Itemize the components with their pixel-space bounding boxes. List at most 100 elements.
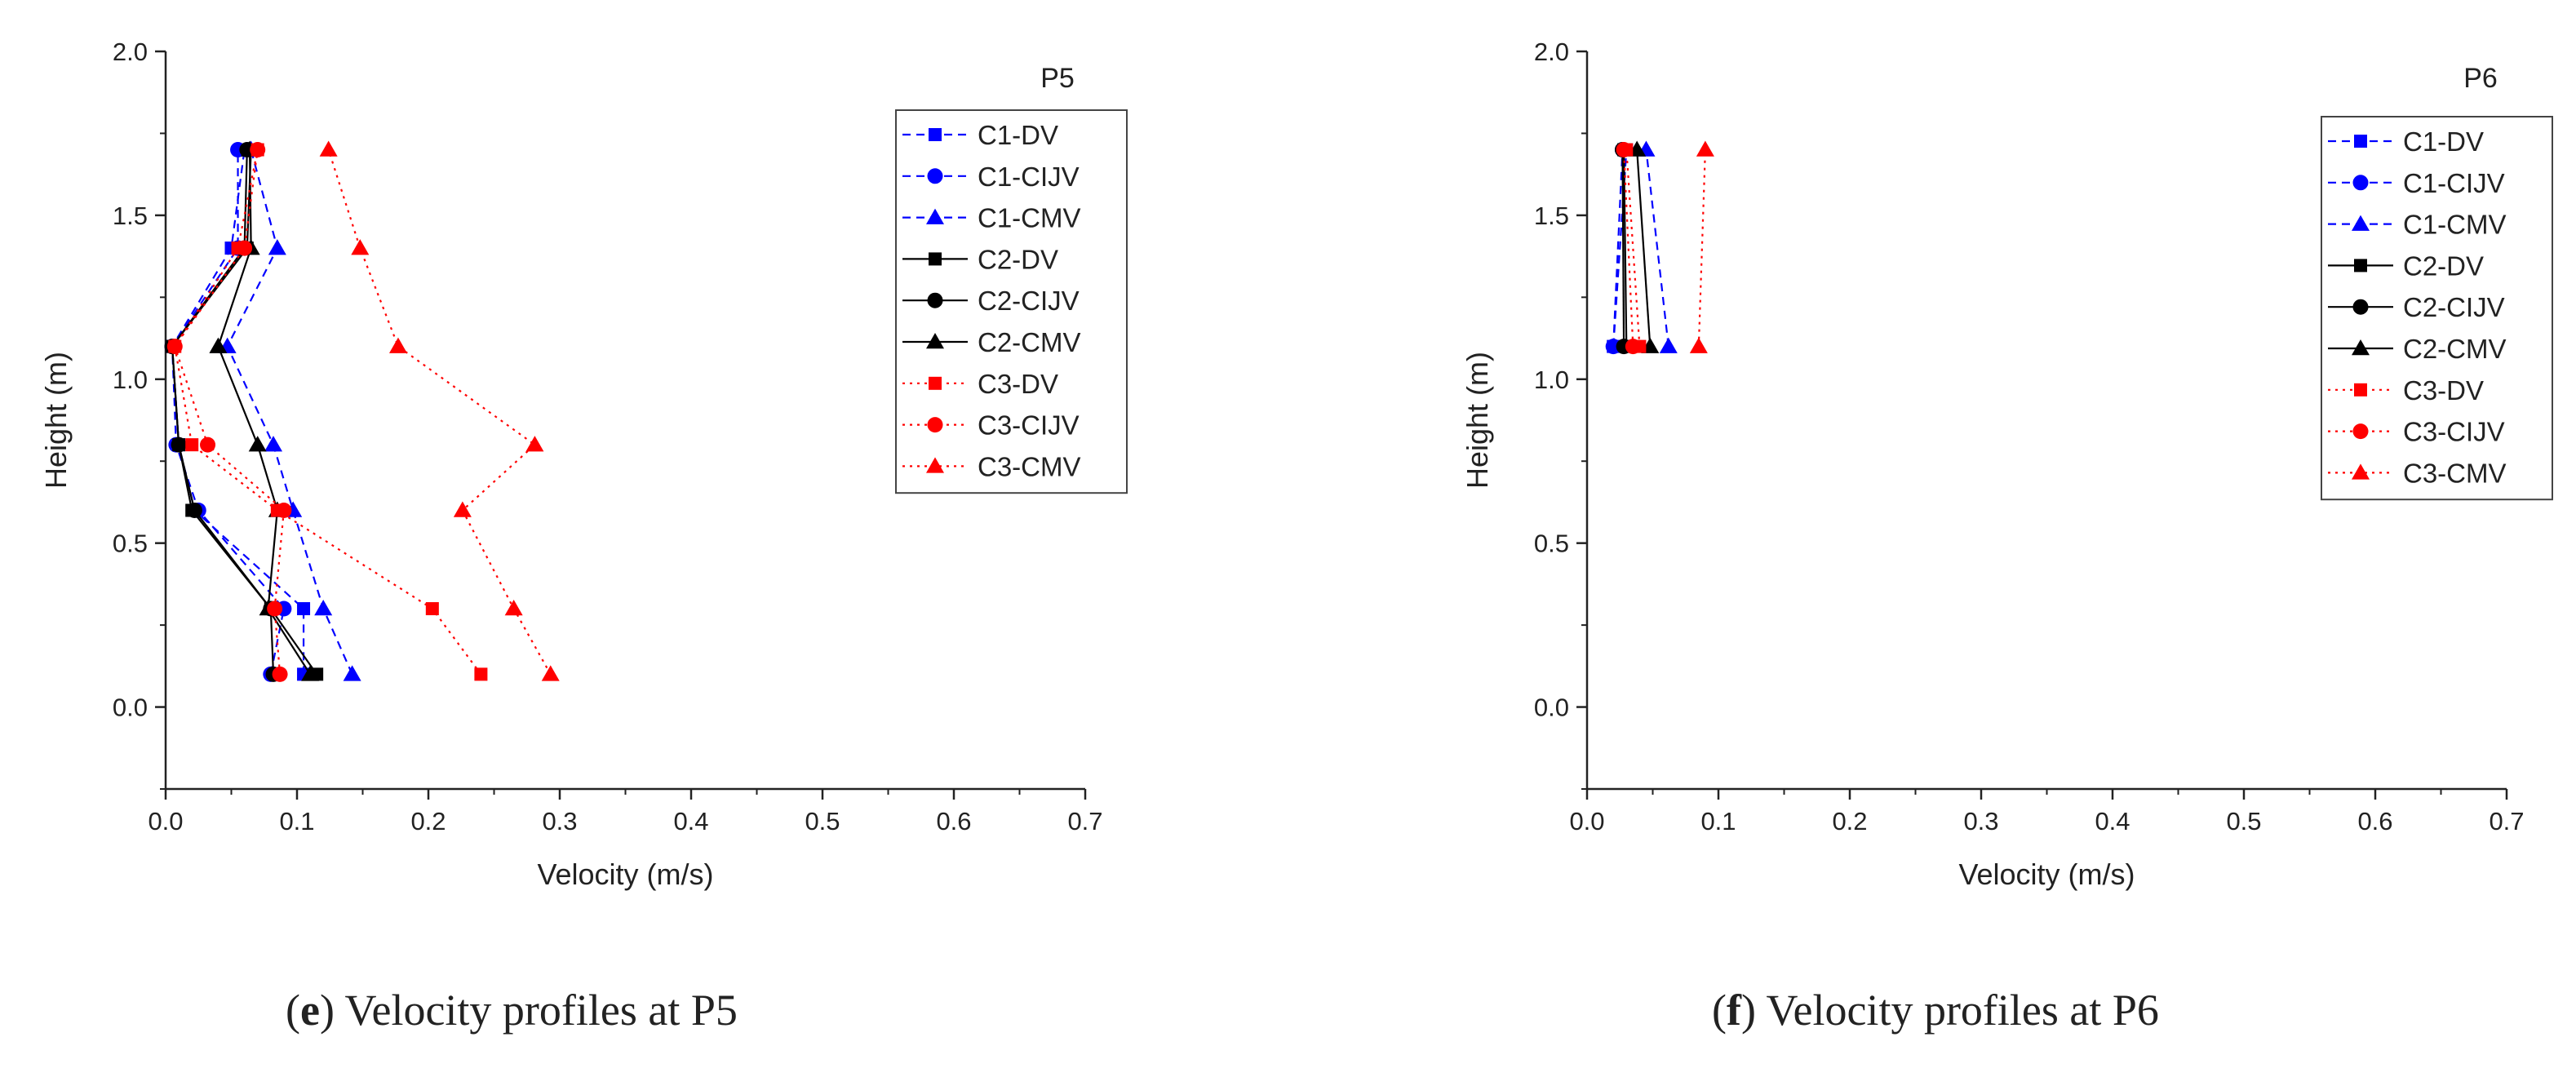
- y-tick-label: 1.0: [113, 366, 148, 394]
- y-tick-label: 0.0: [1534, 694, 1569, 722]
- data-point: [268, 239, 286, 255]
- legend-item: C3-DV: [2328, 375, 2484, 406]
- y-tick-label: 2.0: [1534, 38, 1569, 66]
- panel-caption: (e) Velocity profiles at P5: [286, 986, 738, 1035]
- data-point: [474, 667, 488, 681]
- data-point: [504, 600, 523, 616]
- x-tick-label: 0.0: [148, 807, 183, 835]
- y-tick-label: 1.0: [1534, 366, 1569, 394]
- data-point: [185, 438, 199, 452]
- legend-item: C1-DV: [902, 120, 1058, 150]
- legend-marker: [2354, 259, 2367, 273]
- legend-label: C2-DV: [978, 244, 1058, 274]
- legend-label: C1-DV: [978, 120, 1058, 150]
- legend-marker: [2352, 175, 2369, 191]
- data-point: [209, 337, 228, 353]
- legend-marker: [926, 208, 944, 224]
- y-tick-label: 1.5: [1534, 202, 1569, 230]
- legend-marker: [2354, 135, 2367, 148]
- data-point: [264, 436, 283, 452]
- series-line: [1636, 149, 1652, 347]
- y-tick-label: 0.0: [113, 694, 148, 722]
- legend-label: C3-DV: [2403, 375, 2484, 406]
- data-point: [1616, 142, 1632, 158]
- series-c3-cmv: [1689, 140, 1714, 353]
- data-point: [171, 437, 187, 453]
- y-axis-label: Height (m): [1461, 352, 1494, 489]
- data-point: [250, 142, 266, 158]
- legend-item: C1-CIJV: [902, 162, 1080, 192]
- legend-item: C2-CMV: [902, 327, 1081, 357]
- panel-p6: 0.0 0.1 0.2 0.3 0.4 0.5 0.6 0.7 0.0 0.5 1.0 1.5 2.0 V…: [1461, 38, 2553, 1035]
- panel-tag: P6: [2463, 63, 2498, 94]
- legend: C1-DV C1-CIJV C1-CMV C2-DV C2-CIJV C2-CMV C3-D…: [2321, 116, 2553, 501]
- legend-item: C1-CMV: [2328, 210, 2507, 240]
- x-tick-label: 0.4: [2095, 807, 2130, 835]
- legend-marker: [927, 292, 943, 308]
- legend-marker: [927, 417, 943, 433]
- data-point: [453, 501, 472, 517]
- x-tick-label: 0.0: [1569, 807, 1604, 835]
- x-tick-label: 0.7: [1067, 807, 1102, 835]
- data-point: [314, 600, 333, 616]
- legend-label: C1-CMV: [978, 203, 1081, 233]
- legend-item: C3-CMV: [902, 451, 1081, 481]
- x-tick-label: 0.7: [2489, 807, 2524, 835]
- legend-label: C1-CIJV: [2403, 168, 2505, 198]
- data-point: [388, 337, 407, 353]
- legend-label: C3-CMV: [978, 451, 1081, 481]
- legend-item: C3-CIJV: [2328, 417, 2505, 447]
- legend-label: C2-CMV: [2403, 334, 2507, 364]
- legend-label: C3-CMV: [2403, 458, 2507, 488]
- data-point: [351, 239, 370, 255]
- legend-marker: [2352, 423, 2369, 440]
- y-axis-label: Height (m): [39, 352, 73, 489]
- legend-label: C3-DV: [978, 369, 1058, 399]
- series-c3-cijv: [1616, 142, 1641, 355]
- x-tick-label: 0.1: [1700, 807, 1736, 835]
- y-tick-label: 0.5: [113, 530, 148, 558]
- y-tick-label: 2.0: [113, 38, 148, 66]
- legend-item: C1-CIJV: [2328, 168, 2505, 198]
- x-tick-label: 0.2: [410, 807, 446, 835]
- panel-tag: P5: [1040, 63, 1075, 94]
- legend-item: C3-CMV: [2328, 458, 2507, 488]
- x-tick-label: 0.6: [2357, 807, 2392, 835]
- x-tick-label: 0.1: [279, 807, 314, 835]
- series-line: [1645, 149, 1669, 347]
- x-tick-label: 0.6: [936, 807, 971, 835]
- data-point: [237, 240, 253, 256]
- data-point: [541, 665, 560, 681]
- legend-label: C3-CIJV: [978, 410, 1080, 441]
- data-point: [1659, 337, 1678, 353]
- y-tick-label: 1.5: [113, 202, 148, 230]
- x-tick-label: 0.2: [1832, 807, 1867, 835]
- x-axis-label: Velocity (m/s): [1958, 858, 2135, 891]
- legend-item: C2-CIJV: [902, 286, 1080, 316]
- legend-label: C2-CIJV: [2403, 292, 2505, 322]
- series-line: [1621, 149, 1625, 347]
- data-point: [276, 502, 292, 518]
- data-point: [1625, 339, 1641, 355]
- x-tick-label: 0.4: [673, 807, 708, 835]
- series-c3-cmv: [319, 140, 560, 681]
- legend-item: C1-CMV: [902, 203, 1081, 233]
- x-tick-label: 0.5: [805, 807, 840, 835]
- legend-item: C2-DV: [2328, 250, 2484, 281]
- x-tick-label: 0.5: [2226, 807, 2261, 835]
- data-point: [267, 601, 283, 617]
- legend-marker: [926, 457, 944, 473]
- data-point: [425, 602, 439, 616]
- data-point: [525, 436, 544, 452]
- data-point: [166, 339, 183, 355]
- x-tick-label: 0.3: [542, 807, 577, 835]
- data-point: [272, 666, 288, 682]
- data-point: [1689, 337, 1708, 353]
- legend-marker: [929, 252, 942, 266]
- legend-item: C1-DV: [2328, 126, 2484, 157]
- legend-marker: [2352, 339, 2370, 356]
- legend-marker: [2352, 215, 2370, 231]
- legend-label: C2-CMV: [978, 327, 1081, 357]
- legend-label: C1-CIJV: [978, 162, 1080, 192]
